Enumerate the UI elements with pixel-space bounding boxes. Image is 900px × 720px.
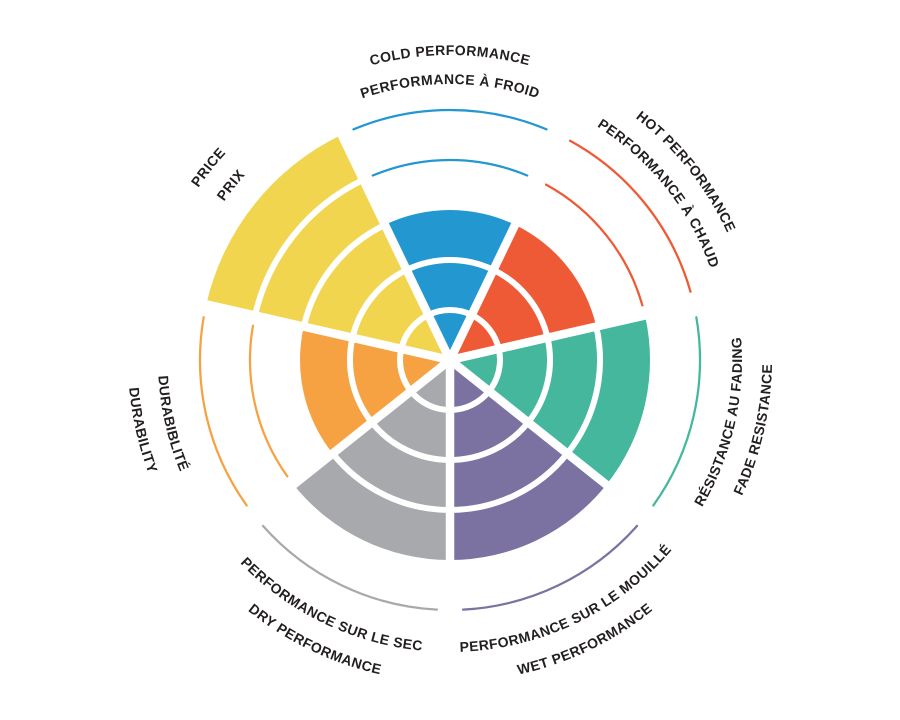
sector-cold-ring-divider-2 <box>405 257 495 273</box>
sector-gap-spoke <box>203 299 451 365</box>
sector-durability <box>198 316 450 507</box>
sector-price <box>206 134 450 360</box>
sector-cold-level-arc-5 <box>352 108 548 131</box>
sector-gap-spoke <box>250 356 453 521</box>
sector-dry <box>261 360 451 611</box>
sector-price-ring-divider-2 <box>349 267 408 339</box>
sector-wet-level-arc-5 <box>461 524 639 611</box>
sector-wet <box>449 360 639 611</box>
label-price-fr: PRIX <box>213 166 247 203</box>
label-wet-fr-text: PERFORMANCE SUR LE MOUILLÉ <box>459 541 674 655</box>
sector-gap-spoke <box>336 131 454 362</box>
sector-hot-level-arc-5 <box>568 139 692 293</box>
sector-durability-level-arc-5 <box>198 316 248 507</box>
label-durability-fr: DURABIBLITÉ <box>155 375 192 473</box>
sector-price-wedge <box>206 134 450 360</box>
sector-durability-wedge <box>300 326 450 454</box>
sector-hot <box>450 139 692 360</box>
sector-durability-level-arc-4 <box>248 324 289 478</box>
sector-dry-wedge <box>293 360 450 560</box>
sector-hot-level-arc-4 <box>544 183 644 307</box>
sector-dry-level-arc-5 <box>261 524 439 611</box>
sector-durability-ring-divider-2 <box>347 337 375 425</box>
sector-wet-wedge <box>450 360 607 560</box>
sector-price-ring-divider-3 <box>300 222 387 328</box>
sector-wet-ring-divider-3 <box>449 451 570 513</box>
sector-wet-ring-divider-2 <box>449 420 531 463</box>
label-cold-fr-text: PERFORMANCE À FROID <box>358 71 541 101</box>
label-cold-en: COLD PERFORMANCE <box>368 42 532 68</box>
sector-fade-ring-divider-2 <box>525 337 553 425</box>
label-durability-en: DURABILITY <box>126 387 161 476</box>
label-wet-fr: PERFORMANCE SUR LE MOUILLÉ <box>459 541 674 655</box>
sector-fade-ring-divider-3 <box>564 325 603 456</box>
sector-dry-ring-divider-2 <box>369 420 451 463</box>
sector-gap-spoke <box>449 299 697 365</box>
sector-fade-level-arc-5 <box>652 316 702 507</box>
sector-gap-spoke <box>447 356 650 521</box>
sector-cold-wedge <box>384 209 516 360</box>
sector-gap-spoke <box>446 131 564 362</box>
label-cold-en-text: COLD PERFORMANCE <box>368 42 532 68</box>
label-durability-en-text: DURABILITY <box>126 387 161 476</box>
sector-price-ring-divider-4 <box>252 177 365 317</box>
sector-hot-ring-divider-2 <box>492 267 551 339</box>
label-cold-fr: PERFORMANCE À FROID <box>358 71 542 101</box>
sector-dry-ring-divider-3 <box>330 451 451 513</box>
sector-cold-level-arc-4 <box>371 158 529 177</box>
label-price-fr-text: PRIX <box>213 166 247 203</box>
label-durability-fr-text: DURABIBLITÉ <box>155 375 192 473</box>
